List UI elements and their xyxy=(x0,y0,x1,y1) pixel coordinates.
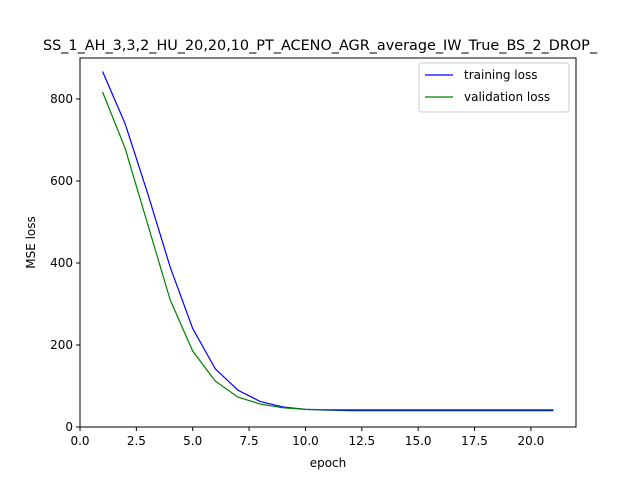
y-tick-label: 0 xyxy=(65,420,73,434)
x-tick-label: 20.0 xyxy=(518,434,545,448)
chart-title: SS_1_AH_3,3,2_HU_20,20,10_PT_ACENO_AGR_a… xyxy=(43,38,598,54)
plot-area xyxy=(79,57,577,428)
x-tick-label: 15.0 xyxy=(405,434,432,448)
series-line-validation-loss xyxy=(101,91,554,411)
plot-frame xyxy=(79,57,577,428)
y-tick-label: 800 xyxy=(50,92,73,106)
series-line-training-loss xyxy=(101,71,554,412)
x-tick-label: 10.0 xyxy=(292,434,319,448)
x-axis-ticks: 0.0 2.5 5.0 7.5 10.0 12.5 15.0 17.5 20.0 xyxy=(70,427,544,448)
legend: training loss validation loss xyxy=(418,62,570,113)
x-axis-label: epoch xyxy=(310,456,347,470)
x-tick-label: 0.0 xyxy=(70,434,89,448)
legend-box xyxy=(418,62,570,113)
y-tick-label: 200 xyxy=(50,338,73,352)
legend-label: training loss xyxy=(464,68,537,82)
y-axis-ticks: 0 200 400 600 800 xyxy=(50,92,80,434)
legend-label: validation loss xyxy=(464,90,550,104)
x-tick-label: 12.5 xyxy=(348,434,375,448)
y-tick-label: 600 xyxy=(50,174,73,188)
y-axis-label: MSE loss xyxy=(24,216,38,269)
series-layer xyxy=(101,71,554,412)
x-tick-label: 2.5 xyxy=(127,434,146,448)
x-tick-label: 7.5 xyxy=(240,434,259,448)
y-tick-label: 400 xyxy=(50,256,73,270)
x-tick-label: 5.0 xyxy=(183,434,202,448)
x-tick-label: 17.5 xyxy=(461,434,488,448)
